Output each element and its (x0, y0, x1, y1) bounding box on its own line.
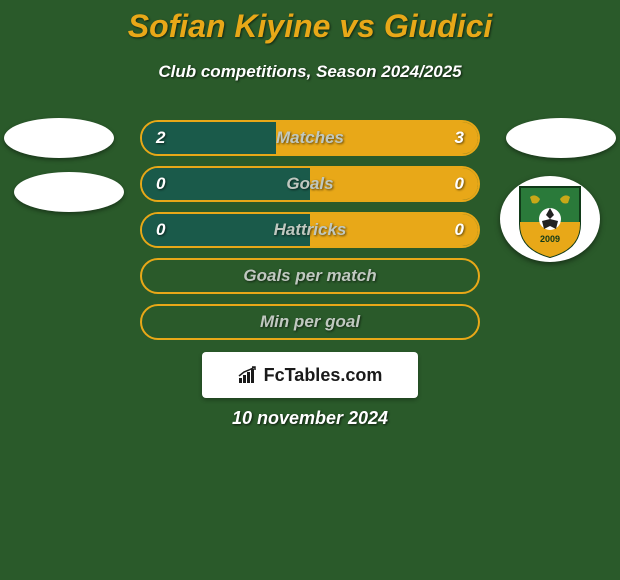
bar-label: Goals per match (243, 266, 376, 286)
club-crest: 2009 (500, 176, 600, 262)
player-left-silhouette-2 (14, 172, 124, 212)
date-text: 10 november 2024 (0, 408, 620, 429)
crest-year: 2009 (540, 234, 560, 244)
bar-goals: 0 Goals 0 (140, 166, 480, 202)
bar-value-left: 2 (156, 128, 165, 148)
chart-icon (238, 366, 260, 384)
bar-label: Matches (276, 128, 344, 148)
bar-label: Hattricks (274, 220, 347, 240)
subtitle: Club competitions, Season 2024/2025 (0, 62, 620, 82)
bar-matches: 2 Matches 3 (140, 120, 480, 156)
player-left-silhouette (4, 118, 114, 158)
bar-hattricks: 0 Hattricks 0 (140, 212, 480, 248)
bar-label: Min per goal (260, 312, 360, 332)
bar-goals-per-match: Goals per match (140, 258, 480, 294)
page-title: Sofian Kiyine vs Giudici (0, 8, 620, 45)
bar-fill-left (142, 168, 310, 200)
bar-value-left: 0 (156, 174, 165, 194)
bar-min-per-goal: Min per goal (140, 304, 480, 340)
logo-box: FcTables.com (202, 352, 418, 398)
player-right-silhouette (506, 118, 616, 158)
crest-icon: 2009 (510, 179, 590, 259)
bar-value-right: 0 (455, 220, 464, 240)
bar-value-right: 3 (455, 128, 464, 148)
logo-text: FcTables.com (264, 365, 383, 386)
bar-value-right: 0 (455, 174, 464, 194)
bar-value-left: 0 (156, 220, 165, 240)
infographic-root: Sofian Kiyine vs Giudici Club competitio… (0, 0, 620, 580)
stats-bars: 2 Matches 3 0 Goals 0 0 Hattricks 0 Goal… (140, 120, 480, 350)
bar-fill-right (310, 168, 478, 200)
bar-label: Goals (286, 174, 333, 194)
logo: FcTables.com (238, 365, 383, 386)
